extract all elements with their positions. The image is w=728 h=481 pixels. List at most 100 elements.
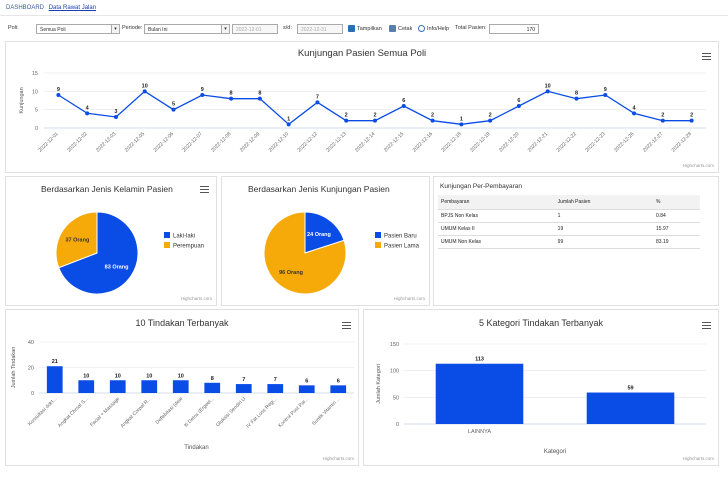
data-point xyxy=(373,118,377,123)
data-point xyxy=(516,104,521,108)
bar-value-label: 113 xyxy=(475,357,484,363)
data-point xyxy=(689,118,694,123)
bar xyxy=(46,366,63,393)
chart-menu-icon[interactable] xyxy=(342,322,351,329)
x-tick-label: 2022-12-14 xyxy=(354,131,376,153)
info-help-button[interactable]: Info/Help xyxy=(418,25,449,32)
x-tick-label: 2022-12-23 xyxy=(584,131,606,153)
x-tick-label: 2022-12-20 xyxy=(498,131,520,153)
x-tick-label: 2022-12-05 xyxy=(124,131,146,153)
cetak-button[interactable]: Cetak xyxy=(389,25,412,32)
data-label: 9 xyxy=(604,87,607,93)
data-label: 7 xyxy=(316,94,319,100)
x-tick-label: 2022-12-28 xyxy=(671,131,693,153)
data-point xyxy=(315,100,320,105)
date-to-input[interactable]: 2022-12-31 xyxy=(297,24,343,34)
bar-value-label: 21 xyxy=(52,359,58,365)
x-tick-label: 2022-12-18 xyxy=(440,131,462,153)
info-icon xyxy=(418,25,425,32)
x-tick-label: 2022-12-07 xyxy=(181,131,203,153)
bar xyxy=(298,385,315,393)
visit-type-pie-panel: Berdasarkan Jenis Kunjungan Pasien 24 Or… xyxy=(221,176,430,306)
data-point xyxy=(430,118,435,123)
bar xyxy=(435,363,524,424)
top-kategori-chart: 0 50 100 150 Jumlah Kategori 113 LAINNYA 59 Kate… xyxy=(376,342,706,455)
periode-label: Periode: xyxy=(122,25,143,31)
data-label: 6 xyxy=(517,98,520,104)
poli-select[interactable]: Semua Poli ▾ xyxy=(36,24,120,34)
data-point xyxy=(286,122,291,127)
data-label: 1 xyxy=(460,116,463,122)
data-point xyxy=(229,96,234,101)
bar-value-label: 10 xyxy=(146,373,152,379)
pie-slice xyxy=(304,211,345,254)
breadcrumb-current-link[interactable]: Data Rawat Jalan xyxy=(48,5,97,11)
pie-slice xyxy=(263,211,347,295)
table-column-header[interactable]: % xyxy=(653,195,700,210)
bar xyxy=(330,385,347,393)
x-tick-label: 2022-12-02 xyxy=(66,131,88,153)
x-tick-label: Konsultasi dokt... xyxy=(27,396,58,427)
bar-value-label: 10 xyxy=(83,373,89,379)
gender-pie-panel: Berdasarkan Jenis Kelamin Pasien 83 Oran… xyxy=(5,176,217,306)
date-from-input[interactable]: 2022-12-01 xyxy=(232,24,278,34)
y-tick-label: 0 xyxy=(396,422,399,428)
data-label: 5 xyxy=(172,102,175,108)
bar xyxy=(172,380,189,393)
table-cell: 83.19 xyxy=(653,235,700,249)
y-tick-label: 40 xyxy=(28,340,34,346)
bar xyxy=(109,380,126,393)
divider xyxy=(0,15,728,16)
bar xyxy=(204,382,221,393)
bar-value-label: 8 xyxy=(211,376,214,382)
x-tick-label: 2022-12-13 xyxy=(325,131,347,153)
chart-menu-icon[interactable] xyxy=(702,322,711,329)
periode-select-value: Bulan Ini xyxy=(148,27,168,33)
visit-type-pie-title: Berdasarkan Jenis Kunjungan Pasien xyxy=(248,184,390,194)
top-tindakan-title: 10 Tindakan Terbanyak xyxy=(135,318,229,328)
payment-table: Pembayaran Jumlah Pasien% BPJS Non Kelas 1… xyxy=(438,195,700,249)
data-point xyxy=(660,118,665,123)
poli-select-value: Semua Poli xyxy=(40,27,66,33)
chart-credit: Highcharts.com xyxy=(322,456,354,461)
top-kategori-panel: 5 Kategori Tindakan Terbanyak 0 50 100 150 J… xyxy=(363,309,719,466)
tampilkan-button[interactable]: Tampilkan xyxy=(348,25,382,32)
table-cell: 0.84 xyxy=(653,209,700,223)
x-tick-label: Deflebitasi (deal xyxy=(155,396,185,426)
chart-credit: Highcharts.com xyxy=(393,296,425,301)
chart-menu-icon[interactable] xyxy=(702,53,711,60)
table-column-header[interactable]: Jumlah Pasien xyxy=(554,195,654,210)
chart-menu-icon[interactable] xyxy=(200,186,209,193)
data-label: 2 xyxy=(345,113,348,119)
line-chart: 0 5 10 15 Kunjungan 9 4 3 10 5 9 8 8 1 7 2 2 6 2 1 2 6 10 8 9 4 2 2… xyxy=(19,71,706,154)
table-cell: BPJS Non Kelas xyxy=(438,209,555,223)
data-point xyxy=(171,107,176,112)
chart-credit: Highcharts.com xyxy=(682,456,714,461)
table-cell: UMUM Kelas II xyxy=(438,222,555,236)
pie-slice-label: 96 Orang xyxy=(279,270,303,276)
bar xyxy=(141,380,158,393)
info-label: Info/Help xyxy=(427,25,450,32)
breadcrumb: DASHBOARD Data Rawat Jalan xyxy=(6,5,96,11)
table-cell: 19 xyxy=(554,222,654,236)
data-label: 8 xyxy=(230,91,233,97)
periode-select[interactable]: Bulan Ini ▾ xyxy=(144,24,230,34)
bar xyxy=(78,380,95,393)
x-tick-label: 2022-12-27 xyxy=(642,131,664,153)
x-axis-label: Tindakan xyxy=(184,445,208,451)
pie-slice xyxy=(58,211,139,295)
table-column-header[interactable]: Pembayaran xyxy=(438,195,555,210)
data-point xyxy=(200,93,205,97)
x-tick-label: 2022-12-08 xyxy=(210,131,232,153)
bar-value-label: 6 xyxy=(305,378,308,384)
pie-slice-label: 24 Orang xyxy=(307,232,331,238)
pie-slice-label: 37 Orang xyxy=(65,238,89,244)
breadcrumb-root[interactable]: DASHBOARD xyxy=(6,5,45,11)
legend-label: Perempuan xyxy=(173,244,204,250)
y-tick-label: 20 xyxy=(28,366,34,372)
data-point xyxy=(257,96,262,101)
x-tick-label: 2022-12-01 xyxy=(37,131,59,153)
x-tick-label: 2022-12-21 xyxy=(527,131,549,153)
top-kategori-title: 5 Kategori Tindakan Terbanyak xyxy=(479,318,603,328)
line-chart-panel: Kunjungan Pasien Semua Poli 0 5 10 15 Kunjun… xyxy=(5,41,719,173)
